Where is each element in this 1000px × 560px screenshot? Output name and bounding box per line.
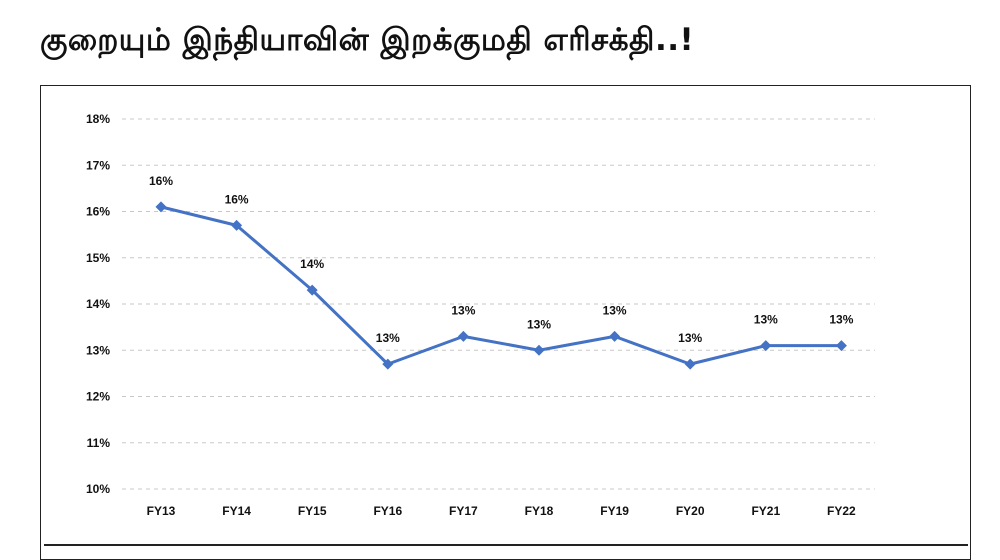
- data-point-marker: [835, 340, 847, 352]
- data-label: 13%: [603, 303, 627, 317]
- series-line-group: [155, 201, 847, 370]
- data-point-marker: [155, 201, 167, 213]
- y-tick-label: 16%: [86, 205, 110, 219]
- x-axis-tick-labels: FY13 FY14 FY15 FY16 FY17 FY18 FY19 FY20 FY21 FY22: [147, 504, 856, 518]
- x-tick-label: FY22: [827, 504, 856, 518]
- y-tick-label: 17%: [86, 158, 110, 172]
- data-label: 16%: [225, 192, 249, 206]
- data-label: 13%: [678, 331, 702, 345]
- data-label: 14%: [300, 257, 324, 271]
- data-label: 13%: [754, 313, 778, 327]
- y-tick-label: 13%: [86, 343, 110, 357]
- data-label: 13%: [376, 331, 400, 345]
- x-tick-label: FY16: [373, 504, 402, 518]
- gridlines: [122, 118, 875, 490]
- x-tick-label: FY15: [298, 504, 327, 518]
- x-tick-label: FY20: [676, 504, 705, 518]
- data-point-marker: [760, 340, 772, 352]
- data-label: 13%: [829, 313, 853, 327]
- y-tick-label: 12%: [86, 390, 110, 404]
- x-tick-label: FY19: [600, 504, 629, 518]
- y-tick-label: 15%: [86, 251, 110, 265]
- series-line: [160, 205, 842, 366]
- bottom-rule: [44, 544, 968, 546]
- data-point-marker: [306, 284, 318, 296]
- data-label: 13%: [451, 303, 475, 317]
- data-point-marker: [457, 330, 469, 342]
- x-tick-label: FY14: [222, 504, 251, 518]
- data-label: 16%: [149, 174, 173, 188]
- data-labels: 16% 16% 14% 13% 13% 13% 13% 13% 13% 13%: [149, 174, 854, 345]
- chart-frame: [40, 85, 971, 560]
- x-tick-label: FY17: [449, 504, 478, 518]
- data-point-marker: [609, 330, 621, 342]
- y-axis-tick-labels: 10% 11% 12% 13% 14% 15% 16% 17% 18%: [86, 112, 110, 496]
- y-tick-label: 18%: [86, 112, 110, 126]
- data-point-marker: [382, 358, 394, 370]
- data-point-marker: [231, 219, 243, 231]
- x-tick-label: FY13: [147, 504, 176, 518]
- y-tick-label: 10%: [86, 482, 110, 496]
- y-tick-label: 11%: [87, 436, 111, 450]
- x-tick-label: FY21: [751, 504, 780, 518]
- x-tick-label: FY18: [525, 504, 554, 518]
- page-title: குறையும் இந்தியாவின் இறக்குமதி எரிசக்தி.…: [40, 22, 695, 58]
- data-point-marker: [533, 344, 545, 356]
- y-tick-label: 14%: [86, 297, 110, 311]
- data-point-marker: [684, 358, 696, 370]
- data-label: 13%: [527, 317, 551, 331]
